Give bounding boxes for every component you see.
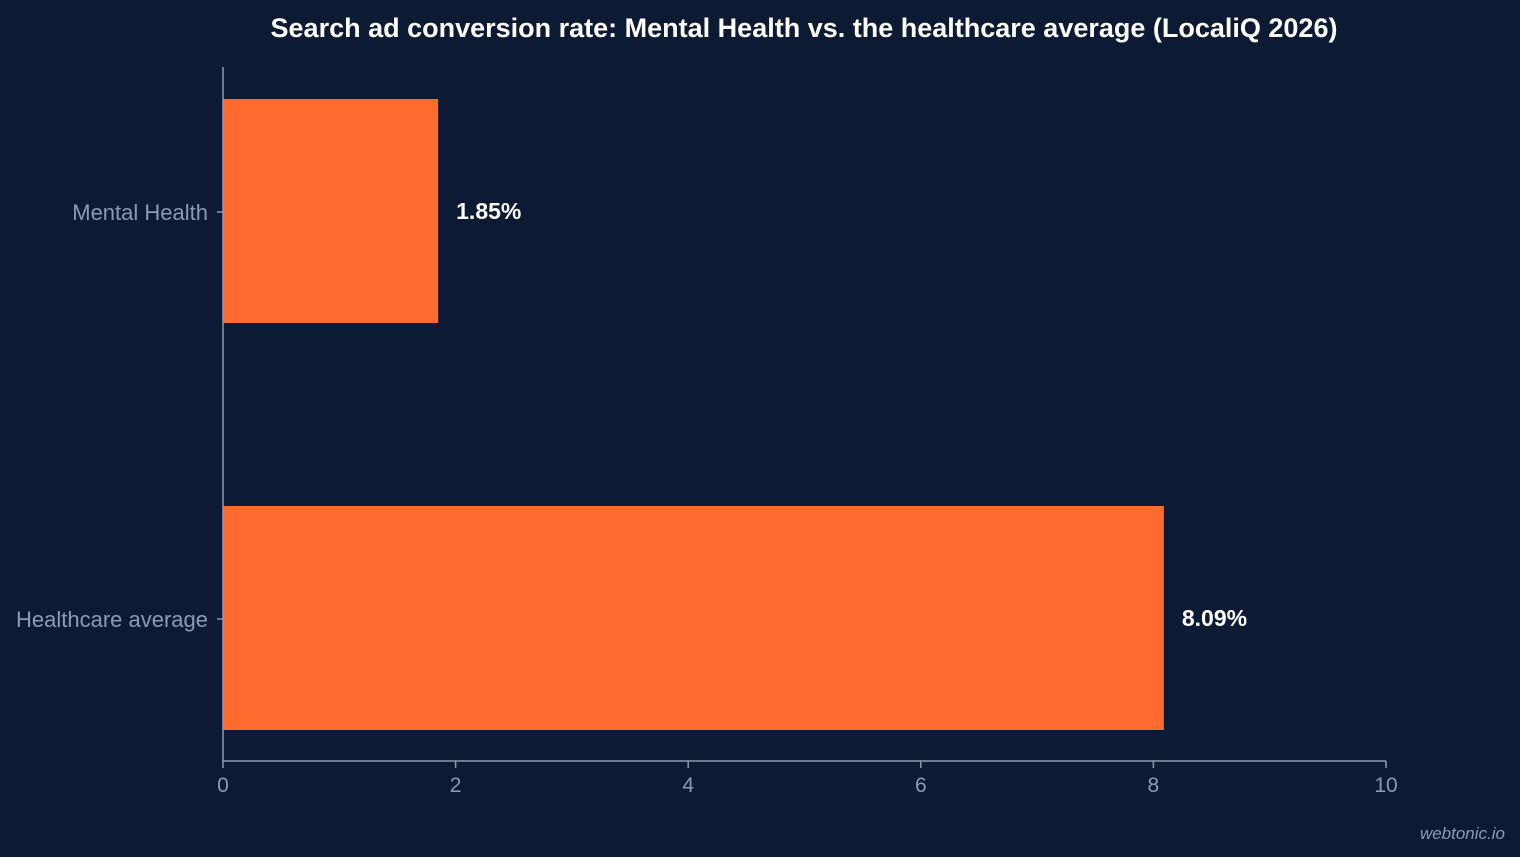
x-tick-label-2: 2 xyxy=(450,774,462,797)
axes-layer xyxy=(222,67,1386,762)
category-label-healthcare-average: Healthcare average xyxy=(16,607,208,632)
x-tick-label-8: 8 xyxy=(1148,774,1160,797)
x-tick-label-6: 6 xyxy=(915,774,927,797)
x-tick-label-0: 0 xyxy=(217,774,229,797)
bar-healthcare-average xyxy=(223,506,1164,730)
category-label-mental-health: Mental Health xyxy=(72,200,208,225)
x-tick-label-4: 4 xyxy=(682,774,694,797)
bar-mental-health xyxy=(223,99,439,323)
chart-title: Search ad conversion rate: Mental Health… xyxy=(271,13,1338,43)
data-label-mental-health: 1.85% xyxy=(456,198,521,224)
data-label-healthcare-average: 8.09% xyxy=(1182,605,1247,631)
y-axis-categories: Mental Health Healthcare average xyxy=(16,200,223,632)
bars-layer xyxy=(223,99,1164,730)
x-axis-ticks: 0 2 4 6 8 10 xyxy=(217,761,1398,797)
watermark: webtonic.io xyxy=(1420,824,1505,843)
x-tick-label-10: 10 xyxy=(1374,774,1397,797)
data-labels: 1.85% 8.09% xyxy=(456,198,1247,631)
